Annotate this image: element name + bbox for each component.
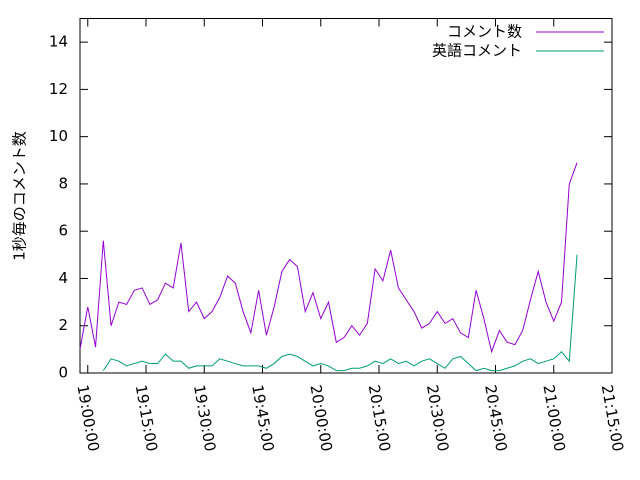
y-tick-label: 0 xyxy=(58,364,68,382)
y-tick-label: 2 xyxy=(58,316,68,334)
x-tick-label: 20:30:00 xyxy=(423,383,452,452)
y-tick-label: 10 xyxy=(49,127,68,145)
series-line xyxy=(79,162,578,354)
legend-label: コメント数 xyxy=(447,23,522,41)
y-tick-label: 14 xyxy=(49,33,68,51)
series-line xyxy=(102,254,578,372)
y-axis-label: 1秒毎のコメント数 xyxy=(11,131,29,261)
x-tick-label: 20:15:00 xyxy=(365,383,394,452)
y-tick-label: 6 xyxy=(58,222,68,240)
x-tick-label: 21:00:00 xyxy=(539,383,568,452)
y-tick-label: 8 xyxy=(58,174,68,192)
x-tick-label: 21:15:00 xyxy=(598,383,627,452)
plot-border xyxy=(79,18,613,374)
x-tick-label: 19:45:00 xyxy=(248,383,277,452)
legend-label: 英語コメント xyxy=(432,42,522,60)
y-tick-label: 4 xyxy=(58,269,68,287)
y-tick-label: 12 xyxy=(49,80,68,98)
x-tick-label: 20:45:00 xyxy=(481,383,510,452)
x-tick-label: 19:00:00 xyxy=(73,383,102,452)
x-tick-label: 19:15:00 xyxy=(132,383,161,452)
x-tick-label: 20:00:00 xyxy=(306,383,335,452)
x-tick-label: 19:30:00 xyxy=(190,383,219,452)
